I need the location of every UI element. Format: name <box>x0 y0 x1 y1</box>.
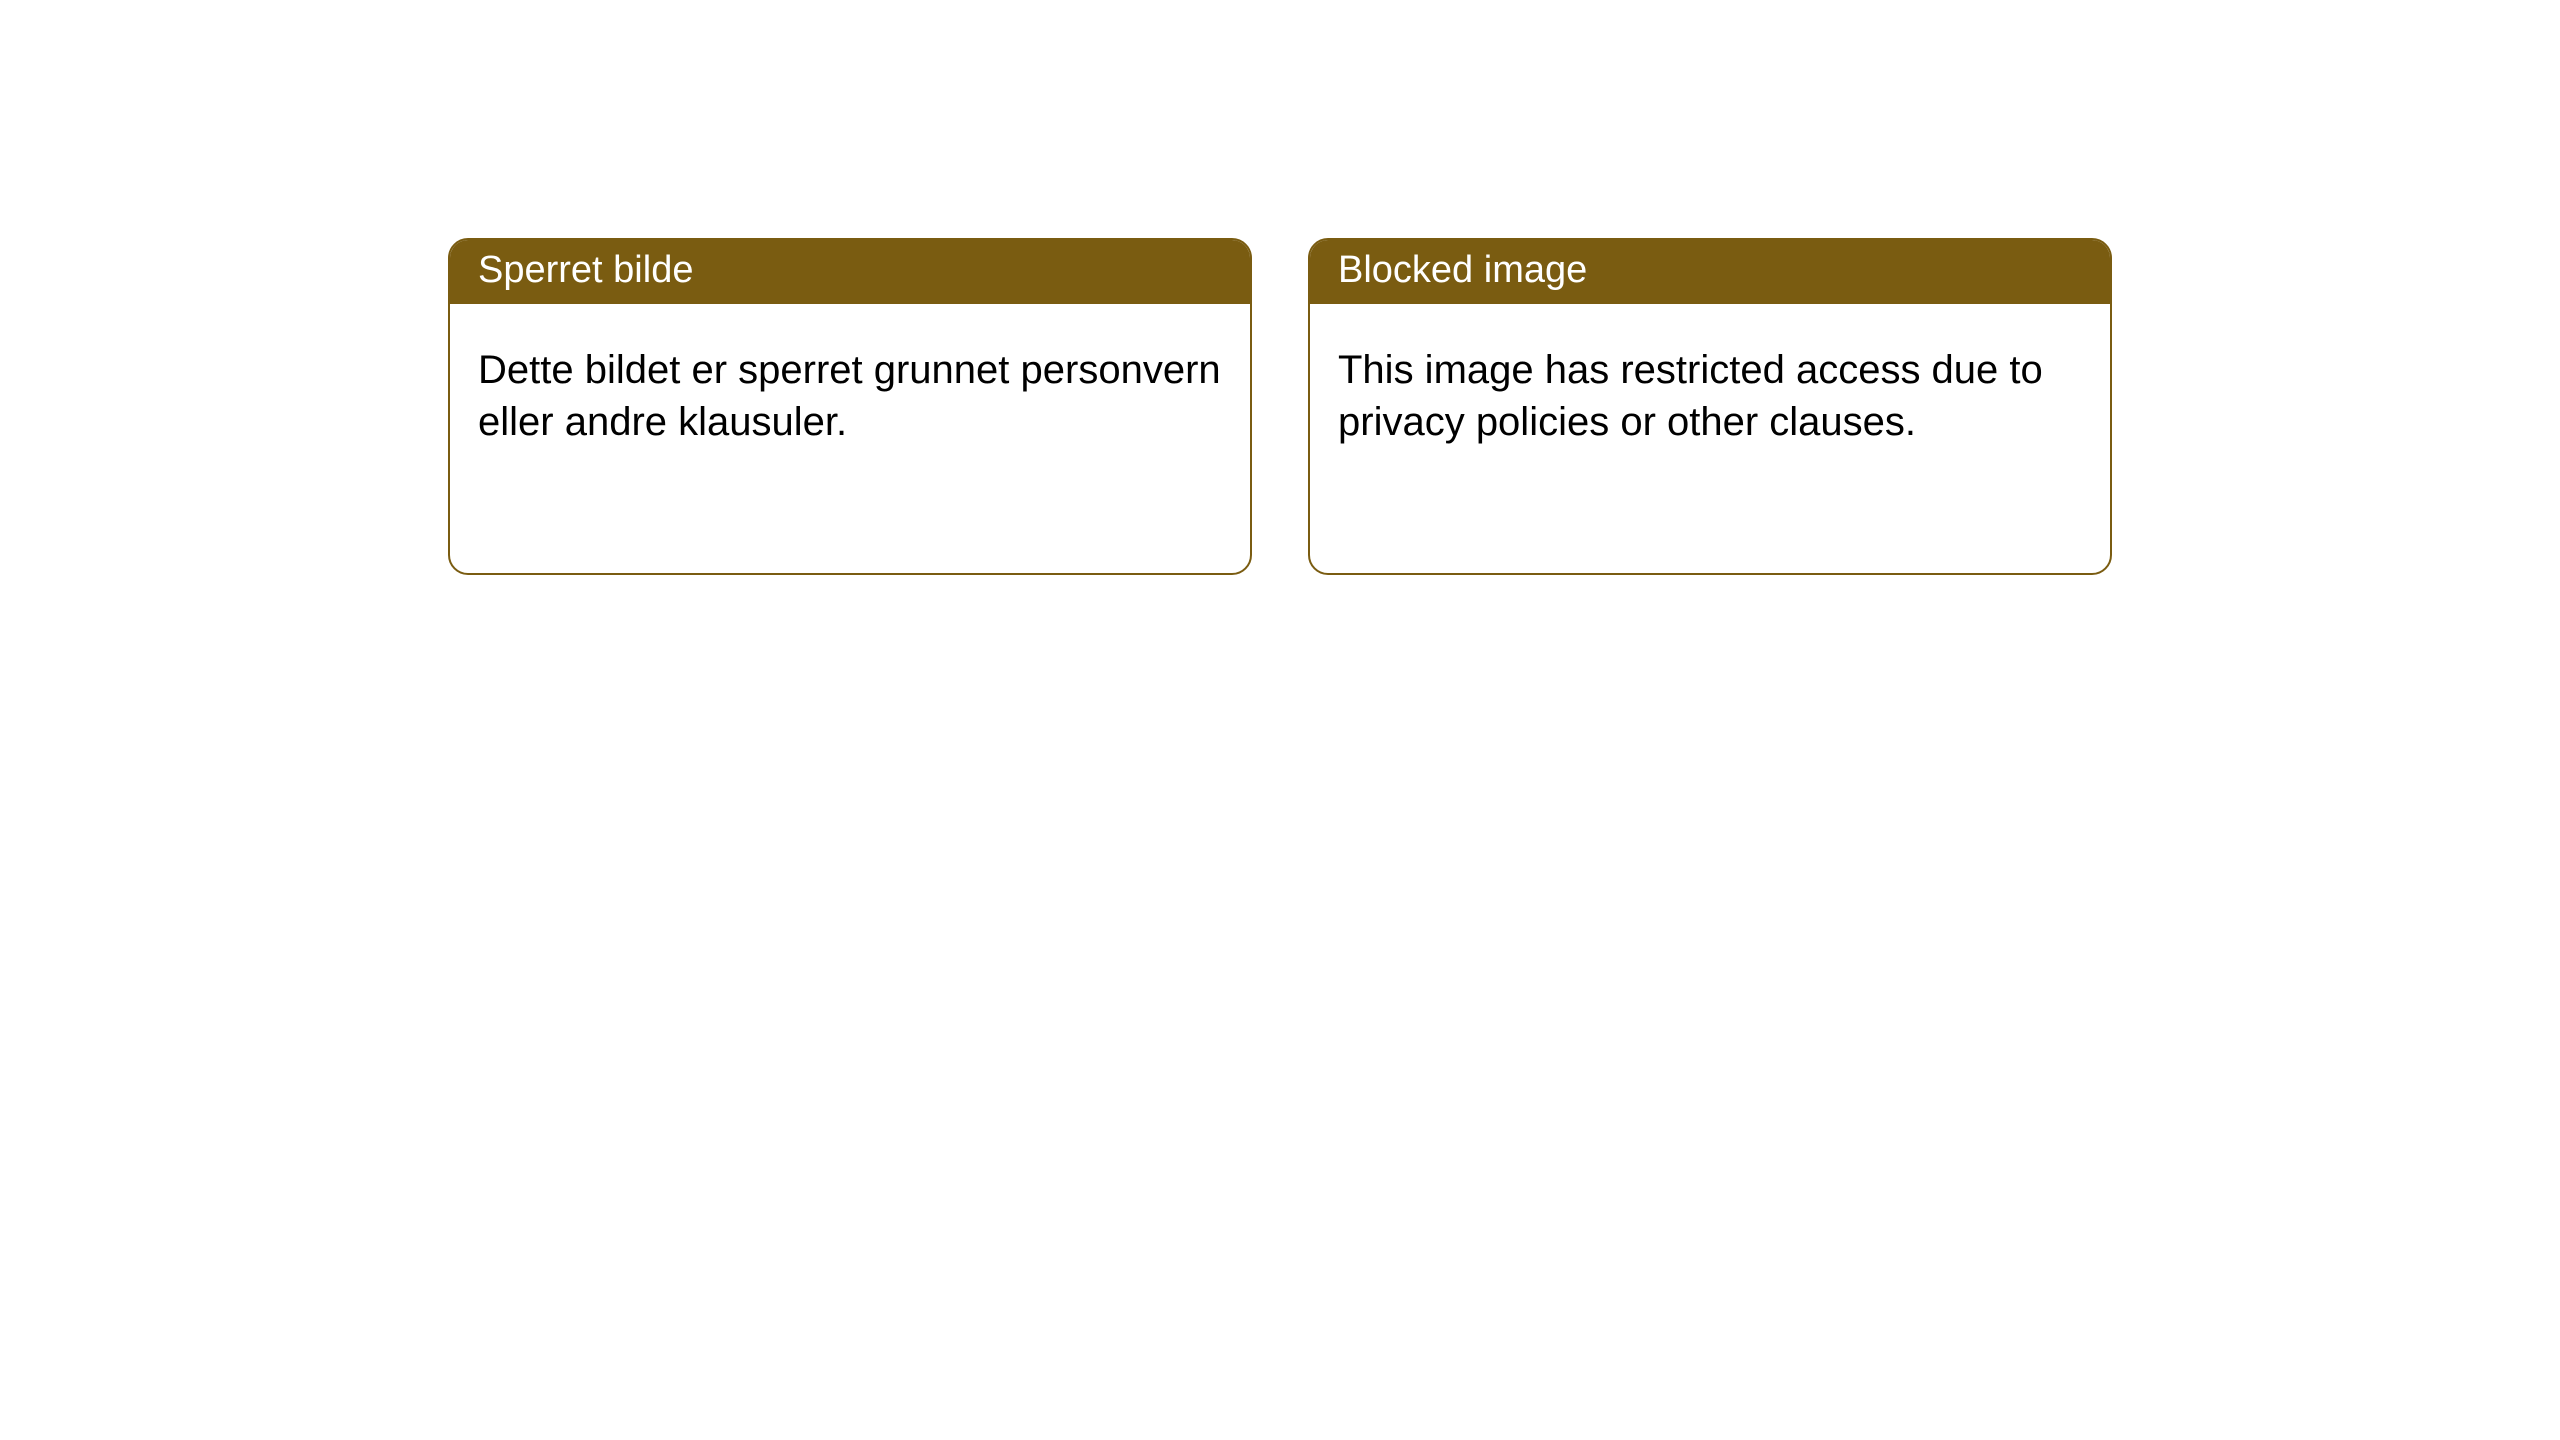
notice-cards-container: Sperret bilde Dette bildet er sperret gr… <box>0 0 2560 575</box>
card-header: Sperret bilde <box>450 240 1250 304</box>
card-body: Dette bildet er sperret grunnet personve… <box>450 304 1250 476</box>
notice-card-english: Blocked image This image has restricted … <box>1308 238 2112 575</box>
notice-card-norwegian: Sperret bilde Dette bildet er sperret gr… <box>448 238 1252 575</box>
card-header: Blocked image <box>1310 240 2110 304</box>
card-body: This image has restricted access due to … <box>1310 304 2110 476</box>
